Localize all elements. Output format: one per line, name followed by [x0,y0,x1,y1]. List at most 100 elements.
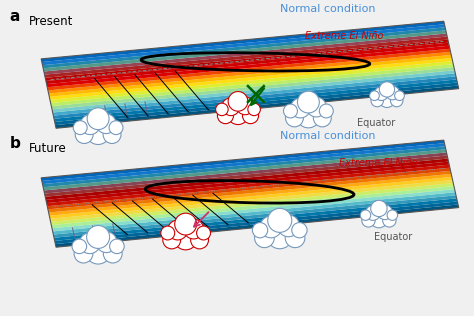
Circle shape [285,228,305,248]
Circle shape [313,109,331,127]
Polygon shape [51,67,455,109]
Circle shape [387,210,398,220]
Circle shape [216,103,228,116]
Text: Normal condition: Normal condition [280,131,375,141]
Circle shape [377,205,392,220]
Text: Equator: Equator [374,232,412,242]
Circle shape [296,104,320,128]
Circle shape [103,244,122,263]
Polygon shape [52,189,456,231]
Polygon shape [48,52,451,94]
Circle shape [103,126,121,143]
Polygon shape [41,140,445,181]
Circle shape [391,94,403,107]
Polygon shape [44,152,447,194]
Polygon shape [45,159,448,200]
Circle shape [319,104,333,118]
Circle shape [360,210,371,220]
Polygon shape [50,180,453,222]
Polygon shape [46,161,449,203]
Polygon shape [49,58,453,100]
Circle shape [73,121,87,135]
Circle shape [298,91,319,113]
Circle shape [383,214,396,227]
Polygon shape [53,73,456,116]
Polygon shape [52,70,456,112]
Polygon shape [55,201,458,244]
Circle shape [96,114,116,134]
Circle shape [283,104,298,118]
Circle shape [278,215,300,237]
Circle shape [379,91,395,107]
Circle shape [253,222,268,238]
Polygon shape [43,27,446,68]
Polygon shape [47,168,451,210]
Polygon shape [54,198,457,241]
Circle shape [365,205,381,220]
Circle shape [371,200,387,217]
Circle shape [292,222,307,238]
Circle shape [168,220,188,240]
Text: Present: Present [29,15,73,28]
Text: Extreme El Niño: Extreme El Niño [305,31,383,41]
Circle shape [370,210,388,228]
Circle shape [79,233,100,254]
Polygon shape [51,64,454,106]
Polygon shape [51,183,454,225]
Polygon shape [46,165,450,206]
Circle shape [175,213,197,235]
Polygon shape [55,82,458,125]
Polygon shape [55,204,459,247]
Circle shape [197,226,210,240]
Polygon shape [43,30,447,71]
Circle shape [385,86,400,100]
Polygon shape [53,192,456,234]
Circle shape [109,121,123,135]
Circle shape [109,239,124,254]
Polygon shape [47,49,451,90]
Text: Equator: Equator [357,118,395,128]
Circle shape [395,91,404,100]
Circle shape [218,108,234,124]
Polygon shape [50,61,453,103]
Circle shape [371,94,383,107]
Circle shape [306,97,326,117]
Polygon shape [49,55,452,97]
Circle shape [267,222,293,249]
Polygon shape [41,21,445,62]
Text: Normal condition: Normal condition [280,4,375,14]
Circle shape [87,226,109,248]
Circle shape [236,97,254,115]
Circle shape [370,91,379,100]
Circle shape [87,108,109,130]
Polygon shape [43,149,447,191]
Polygon shape [42,24,445,65]
Circle shape [96,232,117,252]
Polygon shape [54,79,457,122]
Polygon shape [54,195,456,238]
Text: b: b [9,136,20,151]
Circle shape [74,244,93,263]
Circle shape [285,109,303,127]
Circle shape [248,103,260,116]
Text: Extreme El Niño: Extreme El Niño [339,158,418,168]
Circle shape [243,108,259,124]
Polygon shape [49,174,452,216]
Polygon shape [49,177,453,219]
Polygon shape [48,171,451,213]
Polygon shape [45,37,448,78]
Circle shape [183,219,203,239]
Text: Future: Future [29,142,67,155]
Circle shape [222,98,240,116]
Polygon shape [45,40,448,81]
Circle shape [75,126,93,143]
Circle shape [86,121,110,144]
Polygon shape [46,46,450,87]
Polygon shape [45,155,448,197]
Circle shape [362,214,375,227]
Circle shape [379,82,395,97]
Polygon shape [44,33,447,75]
Text: a: a [9,9,20,24]
Circle shape [255,228,274,248]
Circle shape [163,231,181,249]
